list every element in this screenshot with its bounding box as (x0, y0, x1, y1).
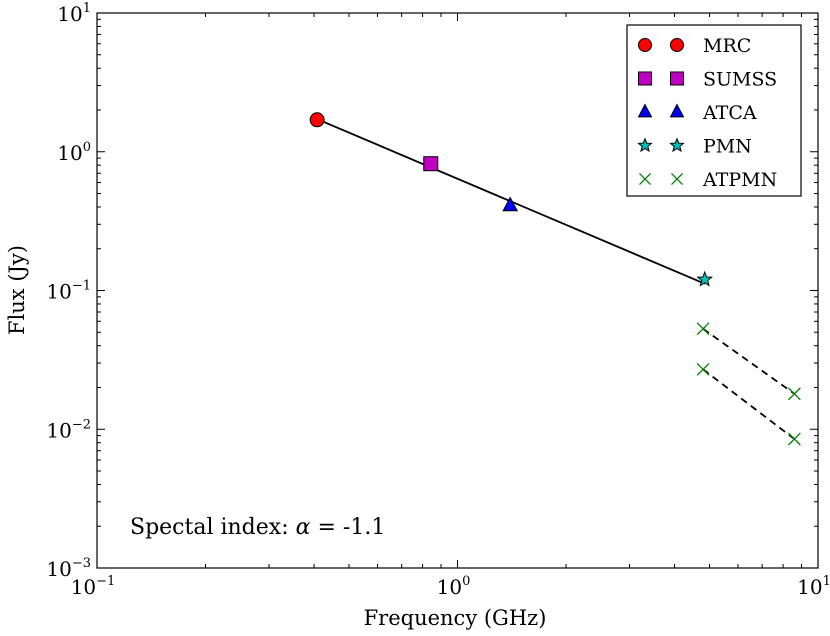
legend-marker-mrc (670, 38, 684, 52)
legend-marker-pmn (669, 137, 685, 153)
x-tick-label-base: 10 (797, 575, 822, 599)
y-tick-label-base: 10 (57, 2, 82, 26)
alpha-symbol: α (296, 515, 311, 540)
point-layer (309, 112, 801, 446)
y-tick-label-exponent: −2 (72, 417, 91, 432)
data-point-mrc (309, 112, 325, 128)
legend-marker-atpmn (671, 173, 683, 185)
x-axis-label: Frequency (GHz) (364, 606, 547, 630)
x-tick-label: 101 (797, 574, 830, 599)
x-tick-label-exponent: −1 (96, 574, 115, 589)
atpmn-dashed-line-2 (702, 368, 795, 440)
y-tick-label-base: 10 (46, 418, 71, 442)
annotation-prefix: Spectal index: (130, 515, 296, 540)
y-tick-label: 101 (57, 1, 91, 26)
data-point-atca (502, 196, 519, 212)
data-point-atpmn (696, 322, 710, 336)
x-tick-label-exponent: 0 (462, 574, 470, 589)
data-point-atpmn (696, 362, 710, 376)
x-tick-label-exponent: 1 (823, 574, 830, 589)
x-tick-label-base: 10 (71, 575, 96, 599)
y-tick-label-exponent: 0 (83, 140, 91, 155)
data-point-pmn (696, 270, 714, 287)
annotation-value: = -1.1 (310, 515, 385, 540)
data-point-atpmn (787, 432, 801, 446)
data-point-sumss (423, 156, 439, 172)
legend-marker-pmn (637, 137, 653, 153)
legend-marker-atpmn (639, 173, 651, 185)
y-tick-label-exponent: −1 (72, 279, 91, 294)
legend-marker-sumss (638, 71, 652, 86)
legend-marker-atca (669, 103, 685, 118)
legend-label-sumss: SUMSS (703, 69, 777, 91)
y-tick-label: 10−3 (46, 556, 91, 581)
legend-marker-sumss (670, 71, 684, 86)
y-tick-label-exponent: 1 (83, 1, 91, 16)
data-point-atpmn (787, 387, 801, 401)
legend-box (626, 24, 802, 197)
y-tick-label-base: 10 (57, 141, 82, 165)
legend-label-atca: ATCA (702, 102, 757, 124)
legend-label-atpmn: ATPMN (702, 169, 777, 191)
y-tick-label: 100 (57, 140, 91, 165)
spectral-index-annotation: Spectal index: α = -1.1 (130, 515, 385, 540)
y-tick-label-exponent: −3 (72, 556, 91, 571)
legend-label-pmn: PMN (703, 136, 752, 158)
legend-marker-atca (637, 103, 653, 118)
x-tick-label-base: 10 (437, 575, 462, 599)
atpmn-dashed-line-1 (702, 328, 795, 395)
legend: MRC SUMSS ATCA PMN ATPMN (626, 24, 802, 197)
y-tick-label-base: 10 (46, 557, 71, 581)
x-tick-label: 10−1 (71, 574, 116, 599)
x-tick-label: 100 (437, 574, 471, 599)
y-tick-label-base: 10 (46, 280, 71, 304)
legend-label-mrc: MRC (703, 35, 751, 57)
y-tick-label: 10−2 (46, 417, 91, 442)
y-axis-label: Flux (Jy) (5, 245, 29, 335)
legend-marker-mrc (638, 38, 652, 52)
y-tick-label: 10−1 (46, 279, 91, 304)
